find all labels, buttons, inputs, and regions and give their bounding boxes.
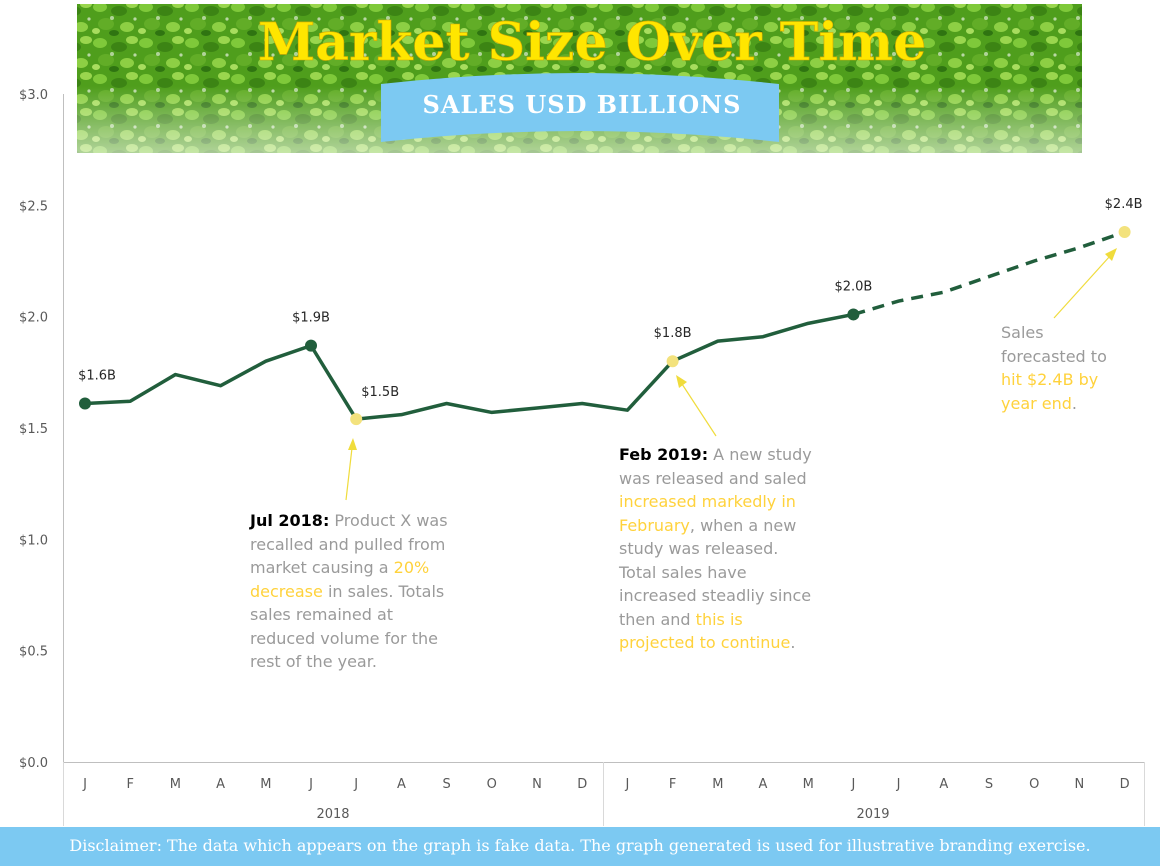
- x-tick-label: M: [712, 777, 723, 792]
- annotation-forecast: Sales forecasted to hit $2.4B by year en…: [1001, 321, 1119, 415]
- x-tick-label: D: [577, 777, 587, 792]
- series-line-forecast: [852, 230, 1126, 317]
- annotation-jul-2018-text-2: in sales. Totals sales remained at reduc…: [250, 581, 445, 672]
- annotation-forecast-highlight: hit $2.4B by year end: [1001, 370, 1099, 413]
- x-tick-label: S: [442, 777, 450, 792]
- arrow-forecast-head: [1105, 248, 1117, 261]
- x-tick-label: J: [353, 777, 358, 792]
- chart-title: Market Size Over Time: [258, 12, 927, 73]
- y-tick-label: $2.5: [19, 199, 48, 214]
- arrow-jul-2018-head: [348, 438, 357, 450]
- data-point-marker: [1118, 226, 1131, 239]
- annotation-feb-2019-highlight-1: increased markedly in February: [619, 492, 796, 535]
- annotation-feb-2019-date: Feb 2019: [619, 445, 702, 464]
- y-tick-label: $0.5: [19, 645, 48, 660]
- x-tick-label: O: [1029, 777, 1039, 792]
- series-markers: [79, 226, 1131, 426]
- x-tick-label: J: [82, 777, 87, 792]
- annotation-jul-2018: Jul 2018: Product X was recalled and pul…: [250, 509, 455, 674]
- subtitle-ribbon: [381, 73, 779, 142]
- data-label: $1.8B: [654, 326, 692, 341]
- data-label: $1.5B: [361, 385, 399, 400]
- data-point-marker: [847, 308, 860, 321]
- annotation-jul-2018-date: Jul 2018: [250, 511, 323, 530]
- data-label: $1.9B: [292, 311, 330, 326]
- x-tick-label: A: [397, 777, 406, 792]
- arrow-forecast: [1053, 255, 1111, 319]
- annotation-feb-2019-text-1: A new study was released and saled: [619, 445, 812, 488]
- x-tick-label: J: [624, 777, 629, 792]
- x-tick-label: A: [216, 777, 225, 792]
- y-tick-label: $1.0: [19, 533, 48, 548]
- y-tick-label: $2.0: [19, 311, 48, 326]
- sales-chart: $0.0 $0.5 $1.0 $1.5 $2.0 $2.5 $3.0 J F M A M J J A S O N…: [19, 4, 1145, 826]
- title-banner: Market Size Over Time SALES USD BILLIONS: [77, 4, 1082, 153]
- x-tick-label: F: [669, 777, 676, 792]
- data-point-marker: [305, 339, 317, 352]
- disclaimer-footer: Disclaimer: The data which appears on th…: [0, 827, 1160, 866]
- x-tick-label: M: [260, 777, 271, 792]
- y-tick-label: $3.0: [19, 88, 48, 103]
- annotation-jul-2018-highlight: 20% decrease: [250, 558, 430, 601]
- x-tick-label: O: [487, 777, 497, 792]
- arrow-feb-2019: [681, 383, 717, 437]
- series-line-actual: [84, 312, 854, 421]
- x-tick-label: F: [126, 777, 133, 792]
- data-label: $1.6B: [78, 369, 116, 384]
- x-tick-label: D: [1120, 777, 1130, 792]
- x-tick-label: J: [850, 777, 855, 792]
- y-tick-label: $1.5: [19, 422, 48, 437]
- data-label: $2.0B: [834, 279, 872, 294]
- data-point-marker: [666, 355, 679, 368]
- x-tick-label: S: [985, 777, 993, 792]
- x-tick-label: N: [1075, 777, 1085, 792]
- annotation-feb-2019-colon: :: [701, 445, 709, 464]
- y-tick-label: $0.0: [19, 756, 48, 771]
- annotation-forecast-text-1: Sales forecasted to: [1001, 323, 1107, 366]
- data-labels: $1.6B $1.9B $1.5B $1.8B $2.0B $2.4B: [78, 197, 1142, 400]
- annotation-feb-2019: Feb 2019: A new study was released and s…: [619, 443, 819, 655]
- x-tick-label: M: [803, 777, 814, 792]
- arrow-feb-2019-head: [676, 375, 687, 388]
- annotation-jul-2018-text-1: Product X was recalled and pulled from m…: [250, 511, 448, 577]
- x-tick-label: J: [308, 777, 313, 792]
- year-label-2018: 2018: [316, 807, 349, 822]
- chart-subtitle: SALES USD BILLIONS: [423, 90, 742, 119]
- data-label: $2.4B: [1105, 197, 1143, 212]
- annotation-jul-2018-colon: :: [322, 511, 330, 530]
- annotation-feb-2019-text-3: .: [790, 633, 796, 652]
- x-tick-label: A: [939, 777, 948, 792]
- annotation-feb-2019-highlight-2: this is projected to continue: [619, 609, 791, 653]
- x-tick-label: J: [896, 777, 901, 792]
- year-label-2019: 2019: [856, 807, 889, 822]
- y-axis-ticks: $0.0 $0.5 $1.0 $1.5 $2.0 $2.5 $3.0: [19, 88, 48, 771]
- x-tick-label: M: [170, 777, 181, 792]
- x-tick-label: N: [532, 777, 542, 792]
- x-tick-label: A: [759, 777, 768, 792]
- data-point-marker: [79, 397, 91, 410]
- data-point-marker: [350, 413, 363, 426]
- annotation-arrows: [345, 248, 1117, 501]
- annotation-forecast-text-2: .: [1071, 393, 1078, 413]
- annotation-feb-2019-text-2: , when a new study was released. Total s…: [619, 515, 812, 629]
- arrow-jul-2018: [345, 447, 353, 501]
